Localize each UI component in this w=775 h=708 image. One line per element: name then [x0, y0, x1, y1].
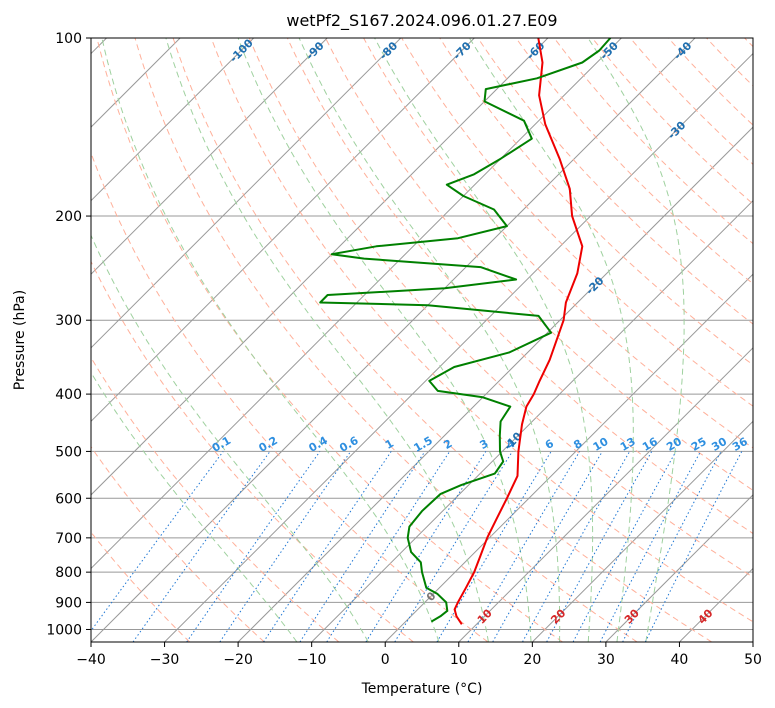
- isotherm-line: [91, 38, 402, 349]
- dry-adiabat: [286, 38, 753, 535]
- isotherm-line: [311, 199, 753, 642]
- moist-adiabat: [298, 38, 561, 642]
- y-tick-label: 200: [55, 209, 82, 225]
- moist-adiabat: [587, 38, 685, 642]
- x-tick-label: −10: [297, 652, 327, 668]
- mixing-ratio-line: [91, 451, 224, 632]
- x-tick-label: −40: [76, 652, 106, 668]
- mixing-ratio-label: 2: [441, 437, 454, 452]
- isotherm-line: [91, 38, 328, 275]
- isotherm-label: -40: [671, 39, 694, 62]
- mixing-ratio-line: [436, 451, 552, 642]
- isotherm-label: 40: [696, 606, 716, 626]
- dry-adiabat: [91, 356, 340, 642]
- mixing-ratio-line: [299, 451, 426, 642]
- mixing-ratio-line: [599, 451, 702, 642]
- profile-lines: [319, 38, 612, 625]
- mixing-ratio-line: [546, 451, 653, 642]
- mixing-ratio-line: [394, 451, 513, 642]
- dry-adiabat: [210, 38, 753, 623]
- plot-frame: [90, 37, 754, 643]
- isotherm-line: [164, 52, 753, 642]
- isotherm-line: [91, 38, 255, 202]
- moist-adiabat: [101, 38, 440, 642]
- moist-adiabat: [91, 371, 298, 642]
- mixing-ratio-line: [219, 451, 352, 642]
- isotherm-label: -90: [303, 39, 326, 62]
- mixing-ratio-line: [186, 451, 321, 642]
- x-tick-label: 40: [671, 652, 689, 668]
- x-tick-label: 10: [450, 652, 468, 668]
- axes: −40 −30 −20 −10 0 10 20 30 40 50 1000 900 800 700 600 5…: [46, 31, 762, 668]
- x-tick-label: −20: [223, 652, 253, 668]
- y-tick-label: 600: [55, 491, 82, 507]
- dry-adiabat: [325, 38, 753, 491]
- y-tick-label: 1000: [46, 622, 82, 638]
- isotherm-line: [91, 38, 475, 423]
- mixing-ratio-line: [326, 451, 451, 642]
- dewpoint-line: [319, 38, 612, 623]
- y-tick-label: 500: [55, 444, 82, 460]
- y-tick-label: 700: [55, 531, 82, 547]
- mixing-ratio-label: 3: [478, 437, 491, 452]
- x-axis-label: Temperature (°C): [361, 681, 483, 697]
- mixing-ratio-label: 6: [543, 437, 556, 452]
- mixing-ratio-line: [522, 451, 631, 642]
- mixing-ratio-line: [132, 451, 271, 642]
- background-lines: 0.1 0.2 0.4 0.6 1 1.5 2 3 4 6 8 10 13 16 20 25 30 36-100-…: [91, 38, 753, 642]
- dry-adiabat: [91, 531, 191, 642]
- isotherm-line: [91, 38, 696, 642]
- dry-adiabat: [172, 38, 713, 642]
- dry-adiabat: [91, 445, 265, 642]
- moist-adiabat: [237, 38, 532, 642]
- isotherm-label: -20: [583, 274, 606, 297]
- isotherm-label: -70: [451, 39, 474, 62]
- moist-adiabat: [468, 38, 634, 642]
- dry-adiabat: [515, 38, 753, 285]
- x-tick-label: 50: [744, 652, 762, 668]
- y-tick-label: 800: [55, 565, 82, 581]
- dry-adiabat: [96, 38, 563, 642]
- isotherm-line: [752, 641, 753, 642]
- y-axis-label: Pressure (hPa): [12, 290, 28, 390]
- y-tick-label: 100: [55, 31, 82, 47]
- y-tick-label: 900: [55, 595, 82, 611]
- x-tick-label: 0: [381, 652, 390, 668]
- mixing-ratio-line: [365, 451, 487, 642]
- dry-adiabat: [744, 38, 753, 48]
- chart-title: wetPf2_S167.2024.096.01.27.E09: [286, 11, 557, 31]
- moist-adiabat: [91, 234, 369, 642]
- isotherm-line: [91, 38, 622, 570]
- isotherm-line: [605, 494, 753, 642]
- isotherm-line: [237, 126, 753, 642]
- y-tick-label: 300: [55, 313, 82, 329]
- isotherm-line: [458, 347, 753, 642]
- isotherm-line: [531, 420, 753, 642]
- dry-adiabat: [91, 260, 414, 642]
- temperature-line: [453, 38, 584, 625]
- x-tick-label: 30: [597, 652, 615, 668]
- mixing-ratio-line: [263, 451, 392, 642]
- mixing-ratio-line: [644, 451, 743, 642]
- x-tick-label: 20: [523, 652, 541, 668]
- dry-adiabat: [553, 38, 753, 245]
- isotherm-line: [384, 273, 753, 642]
- dry-adiabat: [706, 38, 753, 87]
- moist-adiabat: [165, 38, 489, 642]
- dry-adiabat: [134, 38, 638, 642]
- isotherm-line: [679, 567, 753, 642]
- moist-adiabat: [374, 38, 594, 642]
- y-tick-label: 400: [55, 387, 82, 403]
- mixing-ratio-line: [572, 451, 677, 642]
- isotherm-label: -60: [524, 39, 547, 62]
- x-tick-label: −30: [150, 652, 180, 668]
- dry-adiabat: [91, 151, 489, 642]
- isotherm-line: [91, 38, 549, 496]
- dry-adiabat: [248, 38, 753, 578]
